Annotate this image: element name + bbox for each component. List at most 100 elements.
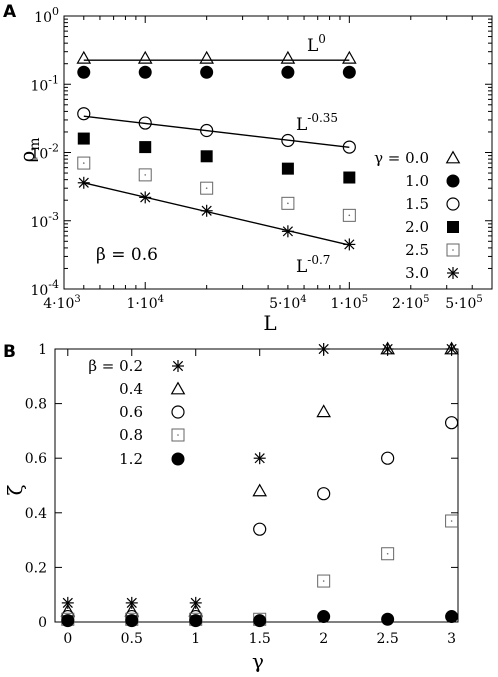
y-tick-label-b-1: 0.2 (25, 560, 47, 576)
point-a-s5-3 (281, 225, 294, 238)
point-a-s2-4 (342, 140, 356, 154)
point-b-s2-4 (317, 487, 331, 501)
x-axis-label-b: γ (252, 649, 264, 673)
point-b-s4-6 (445, 610, 459, 624)
panel-b-label: B (3, 342, 16, 362)
point-a-s2-2 (200, 123, 214, 138)
point-b-s3-4 (317, 574, 331, 588)
legend-a-label-0: γ = 0.0 (374, 149, 429, 167)
point-a-s3-1 (139, 141, 152, 154)
y-tick-label-b-2: 0.4 (25, 506, 47, 522)
y-tick-label-a-0: 10-4 (30, 278, 59, 299)
point-b-s1-5 (380, 341, 395, 355)
point-a-s1-1 (138, 65, 152, 79)
point-b-s3-5 (381, 547, 395, 561)
point-b-s4-0 (61, 614, 75, 628)
point-a-s0-4 (342, 50, 357, 64)
legend-b-marker-0 (172, 360, 184, 372)
legend-a-label-5: 3.0 (405, 264, 429, 282)
x-tick-label-b-3: 1.5 (249, 631, 271, 647)
point-b-s4-1 (125, 614, 139, 628)
legend-b-label-1: 0.4 (119, 380, 143, 398)
y-axis-label-a: ρm (15, 137, 43, 162)
point-a-s2-3 (281, 133, 295, 148)
x-tick-label-b-6: 3 (447, 631, 456, 647)
point-b-s0-0 (61, 596, 74, 609)
point-a-s0-3 (280, 50, 296, 64)
point-b-s4-2 (189, 614, 203, 628)
point-b-s2-3 (253, 522, 267, 536)
legend-a-marker-4 (446, 243, 460, 257)
legend-b-marker-4 (171, 452, 185, 466)
y-tick-label-a-4: 100 (34, 5, 59, 26)
y-axis-label-b: ζ (3, 484, 27, 495)
x-tick-label-a-4: 2·105 (392, 294, 430, 312)
fit-label-a-1: L-0.35 (296, 111, 338, 135)
y-tick-label-a-3: 10-1 (30, 73, 59, 94)
point-a-s3-0 (77, 132, 90, 145)
point-b-s2-5 (381, 451, 395, 465)
point-a-s3-3 (281, 162, 294, 175)
point-b-s4-5 (381, 612, 395, 626)
fit-label-a-0: L0 (307, 32, 326, 56)
legend-a-marker-5 (447, 267, 459, 279)
point-a-s3-2 (200, 150, 213, 163)
point-a-s4-1 (138, 168, 152, 182)
legend-a-marker-3 (447, 221, 459, 233)
x-tick-label-a-2: 5·104 (269, 294, 307, 312)
point-a-s5-0 (77, 176, 90, 189)
y-tick-label-b-5: 1 (38, 342, 47, 358)
legend-b-label-3: 0.8 (119, 426, 143, 444)
point-a-s4-0 (77, 156, 91, 170)
y-tick-label-b-3: 0.6 (25, 451, 47, 467)
legend-b-label-2: 0.6 (119, 403, 143, 421)
point-b-s3-6 (445, 514, 459, 528)
x-tick-label-b-4: 2 (319, 631, 328, 647)
point-b-s1-3 (252, 483, 268, 497)
point-b-s0-2 (189, 596, 202, 609)
point-b-s4-3 (253, 614, 267, 628)
point-a-s5-2 (200, 204, 213, 217)
point-a-s1-2 (200, 65, 214, 79)
point-a-s5-1 (139, 191, 152, 204)
point-a-s4-2 (200, 181, 214, 195)
legend-b-marker-2 (171, 405, 185, 419)
x-tick-label-a-0: 4·103 (43, 294, 81, 312)
x-tick-label-b-0: 0 (63, 631, 72, 647)
fit-line-a-2 (83, 182, 350, 246)
point-b-s0-3 (253, 452, 266, 465)
point-b-s1-4 (316, 404, 331, 418)
point-a-s0-1 (137, 50, 153, 64)
x-tick-label-a-3: 1·105 (331, 294, 369, 312)
panel-b-chart: 0 0.2 0.4 0.6 0.8 1 0 0.5 1 1.5 2 2.5 3 γ ζ β = 0.2 0.4 0… (3, 341, 459, 673)
point-a-s2-0 (77, 107, 91, 121)
point-b-s0-4 (317, 343, 330, 355)
legend-a-label-1: 1.0 (405, 172, 429, 190)
point-a-s4-3 (281, 196, 295, 210)
panel-b-plot-frame (54, 348, 459, 623)
legend-a-label-3: 2.0 (405, 218, 429, 236)
y-tick-label-b-0: 0 (38, 615, 47, 631)
point-a-s1-4 (342, 65, 356, 79)
legend-a-label-2: 1.5 (405, 195, 429, 213)
point-a-s1-3 (281, 65, 295, 79)
y-tick-label-b-4: 0.8 (25, 397, 47, 413)
panel-a-chart: 10-4 10-3 10-2 10-1 100 4·103 1·104 5·104 1·105 2… (15, 5, 493, 335)
legend-b-marker-3 (171, 428, 185, 442)
point-a-s0-2 (199, 50, 214, 64)
x-tick-label-b-5: 2.5 (377, 631, 399, 647)
y-tick-label-a-2: 10-2 (30, 142, 59, 163)
legend-a-marker-1 (446, 174, 460, 188)
point-b-s1-6 (444, 341, 459, 355)
point-a-s3-4 (343, 171, 356, 184)
point-b-s0-1 (125, 596, 138, 609)
legend-b-label-4: 1.2 (119, 450, 143, 468)
panel-a-label: A (3, 2, 17, 22)
x-tick-label-a-5: 5·105 (445, 294, 483, 312)
x-tick-label-b-1: 0.5 (121, 631, 143, 647)
x-tick-label-a-1: 1·104 (126, 294, 164, 312)
legend-a-marker-2 (446, 197, 460, 211)
legend-a-marker-0 (445, 150, 461, 164)
point-a-s2-1 (138, 116, 152, 130)
